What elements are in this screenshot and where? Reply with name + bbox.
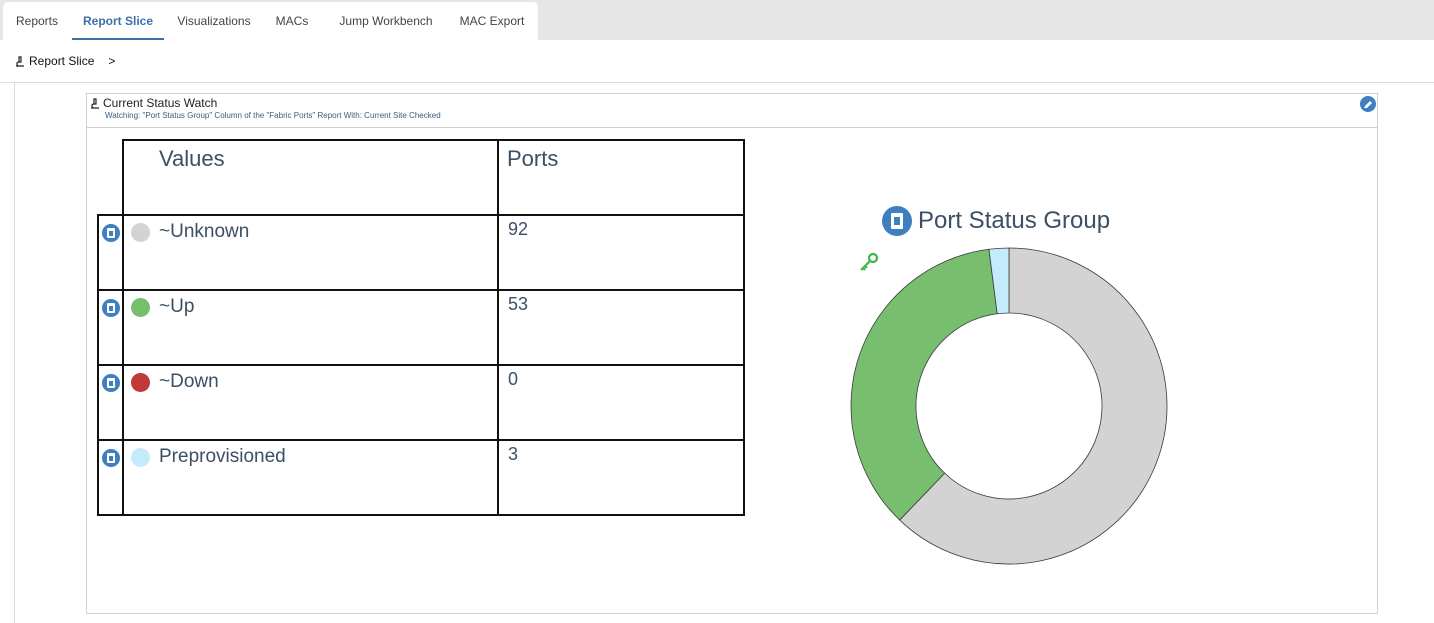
- status-dot: [131, 222, 150, 242]
- table-row: ~Unknown 92: [97, 214, 745, 291]
- values-table: Values Ports ~Unknown 92 ~Up 53 ~Down 0 …: [97, 139, 745, 516]
- tab-macs[interactable]: MACs: [275, 14, 309, 28]
- table-row: ~Up 53: [97, 289, 745, 366]
- donut-slice-preprovisioned[interactable]: [988, 247, 1010, 315]
- tab-group: Reports Report Slice Visualizations MACs…: [3, 2, 538, 40]
- chart-title: Port Status Group: [882, 206, 1110, 236]
- clipboard-icon[interactable]: [101, 374, 120, 392]
- tab-jump-workbench[interactable]: Jump Workbench: [339, 14, 433, 28]
- row-ports: 0: [508, 369, 519, 389]
- tab-bar: Reports Report Slice Visualizations MACs…: [0, 0, 1434, 40]
- donut-slice-unknown[interactable]: [899, 247, 1168, 565]
- clipboard-icon[interactable]: [101, 299, 120, 317]
- microscope-icon: [16, 55, 24, 67]
- panel-title: Current Status Watch: [90, 96, 217, 110]
- chart-title-text: Port Status Group: [918, 207, 1111, 234]
- tab-reports[interactable]: Reports: [15, 14, 59, 28]
- row-label: ~Up: [159, 296, 195, 317]
- breadcrumb-bar: Report Slice >: [0, 40, 1434, 83]
- panel-subtitle: Watching: "Port Status Group" Column of …: [105, 111, 441, 120]
- panel-title-text: Current Status Watch: [103, 96, 218, 110]
- header-spacer: [98, 140, 123, 215]
- key-icon[interactable]: [858, 251, 880, 273]
- row-ports: 3: [508, 444, 519, 464]
- panel-header: Current Status Watch Watching: "Port Sta…: [87, 94, 1377, 128]
- status-dot: [131, 447, 150, 467]
- breadcrumb-label: Report Slice: [29, 54, 95, 68]
- edit-icon[interactable]: [1360, 96, 1376, 112]
- content-area: [14, 82, 1434, 623]
- donut-slice-up[interactable]: [850, 248, 998, 521]
- status-dot: [131, 297, 150, 317]
- table-header-row: Values Ports: [98, 139, 745, 216]
- clipboard-icon[interactable]: [882, 206, 912, 236]
- row-ports: 92: [508, 219, 529, 239]
- header-ports: Ports: [497, 139, 745, 216]
- status-dot: [131, 372, 150, 392]
- donut-chart: [850, 247, 1168, 565]
- table-row: Preprovisioned 3: [97, 439, 745, 516]
- header-values-text: Values: [159, 146, 225, 171]
- chevron-right-icon: >: [108, 54, 116, 68]
- header-values: Values: [122, 139, 499, 216]
- row-label: ~Down: [159, 371, 219, 392]
- table-row: ~Down 0: [97, 364, 745, 441]
- clipboard-icon[interactable]: [101, 224, 120, 242]
- row-ports: 53: [508, 294, 529, 314]
- tab-visualizations[interactable]: Visualizations: [177, 14, 251, 28]
- tab-mac-export[interactable]: MAC Export: [459, 14, 525, 28]
- tab-report-slice[interactable]: Report Slice: [72, 2, 164, 40]
- breadcrumb[interactable]: Report Slice >: [15, 54, 115, 68]
- row-label: ~Unknown: [159, 221, 250, 242]
- clipboard-icon[interactable]: [101, 449, 120, 467]
- microscope-icon: [91, 97, 99, 109]
- row-label: Preprovisioned: [159, 446, 286, 467]
- header-ports-text: Ports: [507, 146, 559, 171]
